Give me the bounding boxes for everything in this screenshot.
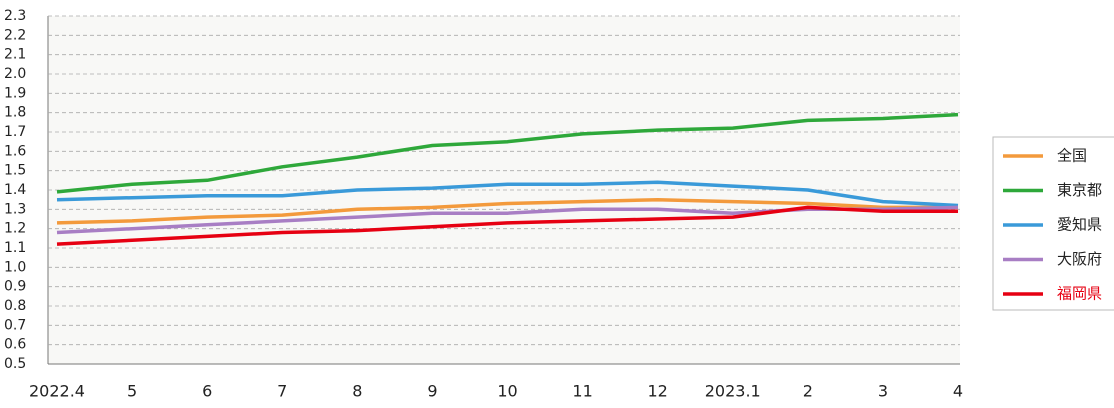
x-tick-label: 8 — [352, 382, 362, 401]
y-tick-label: 2.0 — [4, 66, 26, 82]
x-tick-label: 10 — [497, 382, 517, 401]
series-line — [56, 112, 959, 194]
y-tick-label: 1.5 — [4, 163, 26, 179]
y-tick-label: 1.7 — [4, 124, 26, 140]
y-tick-label: 0.6 — [4, 337, 26, 353]
series-line — [56, 180, 959, 208]
x-tick-label: 6 — [202, 382, 212, 401]
series-line — [56, 197, 958, 225]
x-tick-label: 9 — [427, 382, 437, 401]
y-tick-label: 1.8 — [4, 105, 26, 121]
x-tick-label: 2022.4 — [29, 382, 85, 401]
x-tick-label: 2023.1 — [705, 382, 761, 401]
y-tick-label: 2.2 — [4, 27, 26, 43]
x-tick-label: 11 — [572, 382, 592, 401]
x-tick-label: 7 — [277, 382, 287, 401]
legend-label: 愛知県 — [1057, 216, 1102, 234]
x-tick-label: 4 — [953, 382, 963, 401]
y-tick-label: 2.1 — [4, 47, 26, 63]
legend-label: 東京都 — [1057, 181, 1102, 199]
y-tick-label: 1.4 — [4, 182, 26, 198]
x-tick-label: 2 — [803, 382, 813, 401]
series-line — [56, 205, 959, 235]
x-tick-label: 12 — [647, 382, 667, 401]
legend-label: 福岡県 — [1057, 285, 1102, 303]
y-tick-label: 0.7 — [4, 317, 26, 333]
legend-label: 全国 — [1057, 147, 1087, 165]
y-tick-label: 1.3 — [4, 201, 26, 217]
y-tick-label: 1.0 — [4, 259, 26, 275]
y-tick-label: 1.9 — [4, 85, 26, 101]
y-tick-label: 0.9 — [4, 279, 26, 295]
legend-label: 大阪府 — [1057, 250, 1102, 268]
y-tick-label: 1.6 — [4, 143, 26, 159]
y-tick-label: 0.5 — [4, 356, 26, 372]
y-tick-label: 1.2 — [4, 221, 26, 237]
y-tick-label: 0.8 — [4, 298, 26, 314]
series-line — [56, 205, 958, 246]
x-tick-label: 3 — [878, 382, 888, 401]
y-tick-label: 2.3 — [4, 8, 26, 24]
x-tick-label: 5 — [127, 382, 137, 401]
y-tick-label: 1.1 — [4, 240, 26, 256]
